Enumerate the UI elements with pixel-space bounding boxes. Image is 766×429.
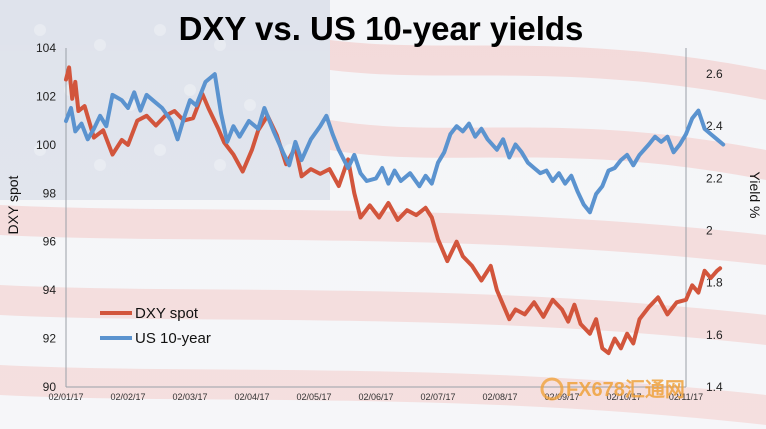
y-tick-label: 96 — [43, 235, 57, 249]
x-tick-label: 02/02/17 — [110, 392, 145, 402]
x-tick-label: 02/09/17 — [544, 392, 579, 402]
watermark-logo-icon — [540, 377, 564, 401]
legend-label-us10y: US 10-year — [135, 330, 211, 347]
y2-tick-label: 2.6 — [706, 67, 723, 81]
y2-axis-label: Yield % — [747, 172, 763, 219]
x-tick-label: 02/11/17 — [669, 392, 703, 402]
x-tick-label: 02/04/17 — [234, 392, 269, 402]
y-tick-label: 104 — [36, 41, 56, 55]
y2-tick-label: 1.6 — [706, 328, 723, 342]
y-tick-label: 90 — [43, 380, 57, 394]
tick-labels: 90929496981001021041.41.61.822.22.42.602… — [36, 41, 723, 402]
plot-frame — [65, 48, 687, 388]
y2-tick-label: 1.4 — [706, 380, 723, 394]
legend-label-dxy: DXY spot — [135, 305, 199, 322]
series-line-us10y — [64, 72, 726, 215]
y-axis-label: DXY spot — [5, 175, 21, 234]
chart-title: DXY vs. US 10-year yields — [179, 10, 584, 47]
x-tick-label: 02/01/17 — [48, 392, 83, 402]
y2-tick-label: 2.2 — [706, 171, 723, 185]
y-tick-label: 94 — [43, 283, 57, 297]
x-tick-label: 02/08/17 — [482, 392, 517, 402]
y-tick-label: 100 — [36, 138, 56, 152]
y-tick-label: 98 — [43, 186, 57, 200]
x-tick-label: 02/05/17 — [296, 392, 331, 402]
watermark-text: FX678汇通网 — [566, 378, 685, 401]
y-tick-label: 102 — [36, 89, 56, 103]
x-tick-label: 02/03/17 — [172, 392, 207, 402]
y2-tick-label: 2.4 — [706, 119, 723, 133]
series-line-dxy — [64, 65, 723, 356]
x-tick-label: 02/07/17 — [420, 392, 455, 402]
x-tick-label: 02/06/17 — [358, 392, 393, 402]
y-tick-label: 92 — [43, 332, 57, 346]
y2-tick-label: 2 — [706, 224, 713, 238]
watermark: FX678汇通网 — [540, 377, 685, 401]
legend: DXY spot US 10-year — [100, 305, 211, 347]
x-tick-label: 02/10/17 — [606, 392, 641, 402]
series-lines — [64, 65, 726, 356]
